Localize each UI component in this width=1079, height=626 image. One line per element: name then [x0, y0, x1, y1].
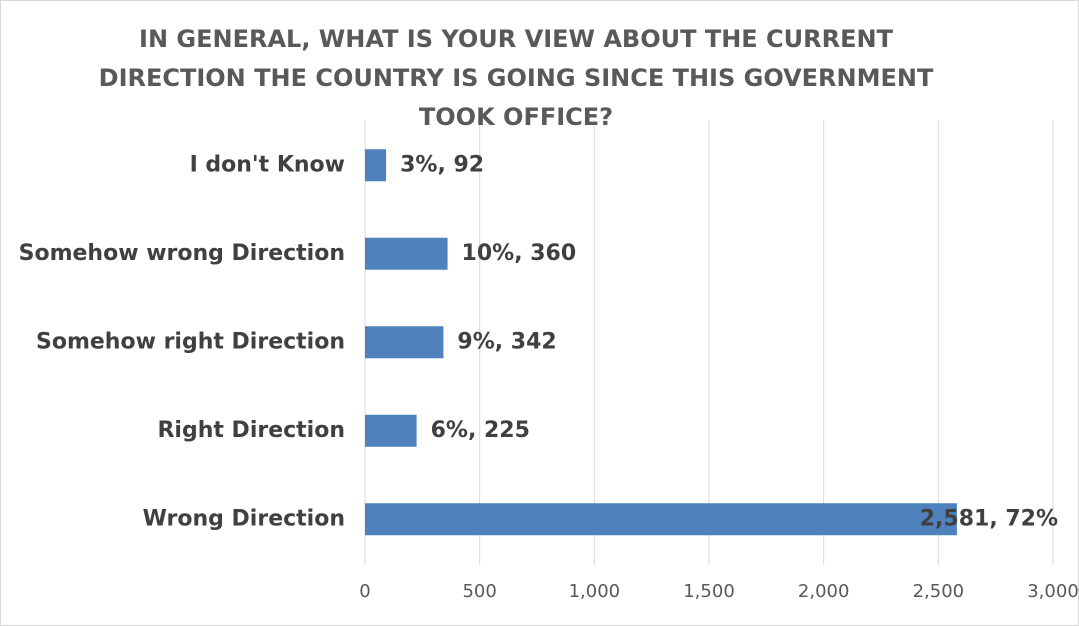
chart-title: IN GENERAL, WHAT IS YOUR VIEW ABOUT THE …: [98, 25, 934, 131]
y-tick-label: Right Direction: [157, 418, 345, 443]
data-label: 2,581, 72%: [920, 506, 1058, 531]
x-tick-label: 0: [359, 581, 370, 602]
data-label: 3%, 92: [400, 152, 484, 177]
data-label: 9%, 342: [457, 329, 556, 354]
x-tick-label: 2,000: [798, 581, 850, 602]
x-tick-label: 1,500: [683, 581, 735, 602]
x-tick-label: 2,500: [913, 581, 965, 602]
bar: [365, 149, 387, 182]
x-tick-label: 1,000: [569, 581, 621, 602]
x-tick-label: 500: [462, 581, 496, 602]
bar: [365, 237, 448, 270]
bar: [365, 414, 417, 447]
data-label: 6%, 225: [431, 418, 530, 443]
bar: [365, 326, 444, 359]
x-tick-label: 3,000: [1027, 581, 1079, 602]
y-tick-label: Somehow right Direction: [36, 329, 345, 354]
y-tick-label: Somehow wrong Direction: [19, 241, 345, 266]
y-tick-label: I don't Know: [190, 152, 345, 177]
bar: [365, 503, 957, 536]
y-tick-label: Wrong Direction: [143, 506, 345, 531]
data-label: 10%, 360: [462, 241, 577, 266]
